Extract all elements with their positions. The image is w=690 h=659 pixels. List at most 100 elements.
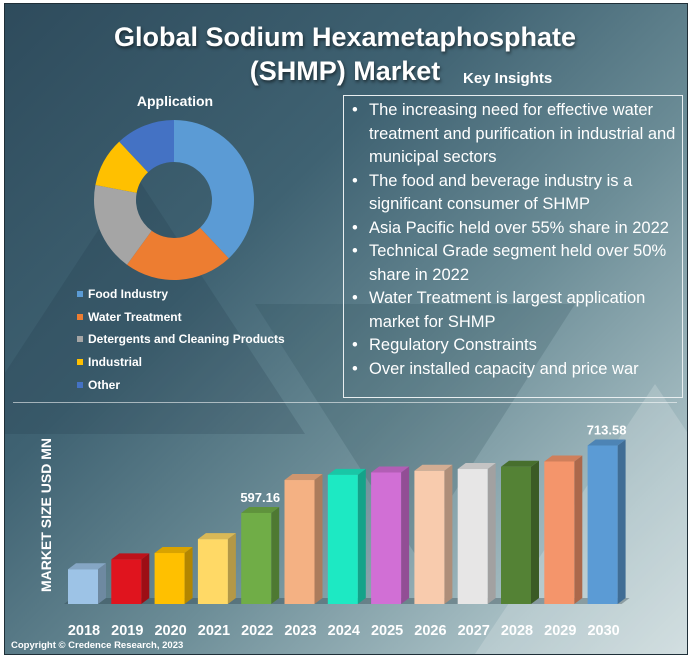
insight-item: • The food and beverage industry is a sig… xyxy=(348,170,678,217)
bullet-icon: • xyxy=(352,289,358,307)
x-tick-label: 2023 xyxy=(284,623,316,639)
legend-item-detergents-and-cleaning-products: Detergents and Cleaning Products xyxy=(77,328,285,351)
bar-top-2027 xyxy=(457,463,496,470)
key-insights-box: • The increasing need for effective water… xyxy=(343,95,683,398)
market-size-bar-chart: 2018 2019 2020 2021 2022 597.16 2023 2024 2025 20… xyxy=(64,423,630,639)
bar-top-2026 xyxy=(414,464,453,471)
x-tick-label: 2025 xyxy=(371,623,403,639)
pie-slice-other xyxy=(119,120,174,173)
bar-2019 xyxy=(111,559,142,604)
bar-top-2029 xyxy=(544,455,583,462)
bar-2029 xyxy=(544,461,575,604)
insight-text: Regulatory Constraints xyxy=(369,336,537,354)
bar-2028 xyxy=(501,466,531,604)
bar-2026 xyxy=(414,470,445,604)
x-tick-label: 2018 xyxy=(68,623,100,639)
bar-side-2021 xyxy=(227,533,236,604)
bar-side-2020 xyxy=(184,547,193,604)
bar-side-2023 xyxy=(314,474,323,604)
bar-top-2023 xyxy=(284,474,323,481)
legend-swatch xyxy=(77,291,83,298)
insight-text: Water Treatment is largest application m… xyxy=(369,289,646,331)
copyright-text: Copyright © Credence Research, 2023 xyxy=(11,640,184,651)
bar-2023 xyxy=(284,480,315,604)
pie-slice-food-industry xyxy=(174,120,254,259)
key-insights-list: • The increasing need for effective water… xyxy=(344,96,682,381)
data-label-2022: 597.16 xyxy=(240,490,280,505)
section-divider xyxy=(13,402,677,403)
insight-item: • The increasing need for effective water… xyxy=(348,99,678,170)
bar-side-2025 xyxy=(401,466,410,604)
pie-slice-detergents-and-cleaning-products xyxy=(94,185,152,265)
bar-side-2030 xyxy=(617,439,626,604)
bar-2021 xyxy=(197,539,228,604)
page-title: Global Sodium Hexametaphosphate (SHMP) M… xyxy=(65,20,625,88)
bar-2024 xyxy=(327,474,358,604)
legend-label: Other xyxy=(88,377,121,392)
insight-text: Technical Grade segment held over 50% sh… xyxy=(369,242,667,284)
x-tick-label: 2020 xyxy=(154,623,186,639)
bar-2020 xyxy=(154,553,185,604)
x-tick-label: 2019 xyxy=(111,623,143,639)
legend-swatch xyxy=(77,359,83,366)
bar-top-2020 xyxy=(154,547,193,554)
bullet-icon: • xyxy=(352,336,358,354)
x-tick-label: 2029 xyxy=(544,623,576,639)
bar-side-2026 xyxy=(444,464,453,604)
insight-item: • Asia Pacific held over 55% share in 202… xyxy=(348,217,678,241)
bar-top-2018 xyxy=(68,563,106,570)
legend-item-industrial: Industrial xyxy=(77,351,285,374)
pie-legend: Food Industry Water Treatment Detergents a… xyxy=(77,283,285,396)
bullet-icon: • xyxy=(352,171,358,190)
insight-text: Over installed capacity and price war xyxy=(369,359,639,378)
legend-label: Food Industry xyxy=(88,287,168,302)
x-tick-label: 2026 xyxy=(414,623,446,639)
bar-top-2028 xyxy=(501,460,539,467)
title-line-2: (SHMP) Market xyxy=(249,56,441,86)
insight-text: Asia Pacific held over 55% share in 2022 xyxy=(369,218,669,237)
legend-label: Industrial xyxy=(88,355,143,370)
bar-top-2024 xyxy=(327,468,366,475)
bar-side-2024 xyxy=(357,468,366,604)
insight-text: The increasing need for effective water … xyxy=(369,101,676,166)
x-tick-label: 2022 xyxy=(241,623,273,639)
x-tick-label: 2021 xyxy=(198,623,230,639)
insight-item: • Technical Grade segment held over 50% s… xyxy=(348,240,678,287)
pie-slice-water-treatment xyxy=(126,227,229,280)
legend-label: Detergents and Cleaning Products xyxy=(88,332,285,347)
bar-side-2029 xyxy=(574,455,583,604)
bar-side-2019 xyxy=(141,553,150,604)
bar-side-2018 xyxy=(98,563,106,604)
x-tick-label: 2024 xyxy=(328,623,360,639)
legend-item-water-treatment: Water Treatment xyxy=(77,306,285,329)
bar-side-2022 xyxy=(271,506,280,604)
bar-2025 xyxy=(371,472,402,604)
pie-slice-industrial xyxy=(95,141,148,193)
bar-2022 xyxy=(241,512,272,604)
pie-chart-title: Application xyxy=(136,93,214,109)
bar-top-2025 xyxy=(371,466,410,473)
legend-swatch xyxy=(77,336,83,343)
legend-swatch xyxy=(77,313,83,320)
x-tick-label: 2028 xyxy=(501,623,533,639)
bar-side-2027 xyxy=(487,463,496,604)
insight-item: • Regulatory Constraints xyxy=(348,334,678,358)
application-donut-chart xyxy=(94,120,254,280)
x-tick-label: 2030 xyxy=(587,623,619,639)
bullet-icon: • xyxy=(352,242,358,260)
background-triangle xyxy=(5,174,305,434)
bar-2018 xyxy=(68,569,98,604)
legend-label: Water Treatment xyxy=(88,309,182,324)
title-line-1: Global Sodium Hexametaphosphate xyxy=(113,22,577,52)
bar-top-2019 xyxy=(111,553,150,560)
insight-text: The food and beverage industry is a sign… xyxy=(369,171,633,214)
bullet-icon: • xyxy=(352,359,358,378)
bullet-icon: • xyxy=(352,218,358,237)
bar-2030 xyxy=(587,445,618,604)
data-label-2030: 713.58 xyxy=(587,423,627,438)
bar-top-2030 xyxy=(587,439,626,446)
bar-top-2022 xyxy=(241,506,280,513)
insight-item: • Over installed capacity and price war xyxy=(348,358,678,382)
legend-item-food-industry: Food Industry xyxy=(77,283,285,306)
bar-top-2021 xyxy=(197,533,236,540)
